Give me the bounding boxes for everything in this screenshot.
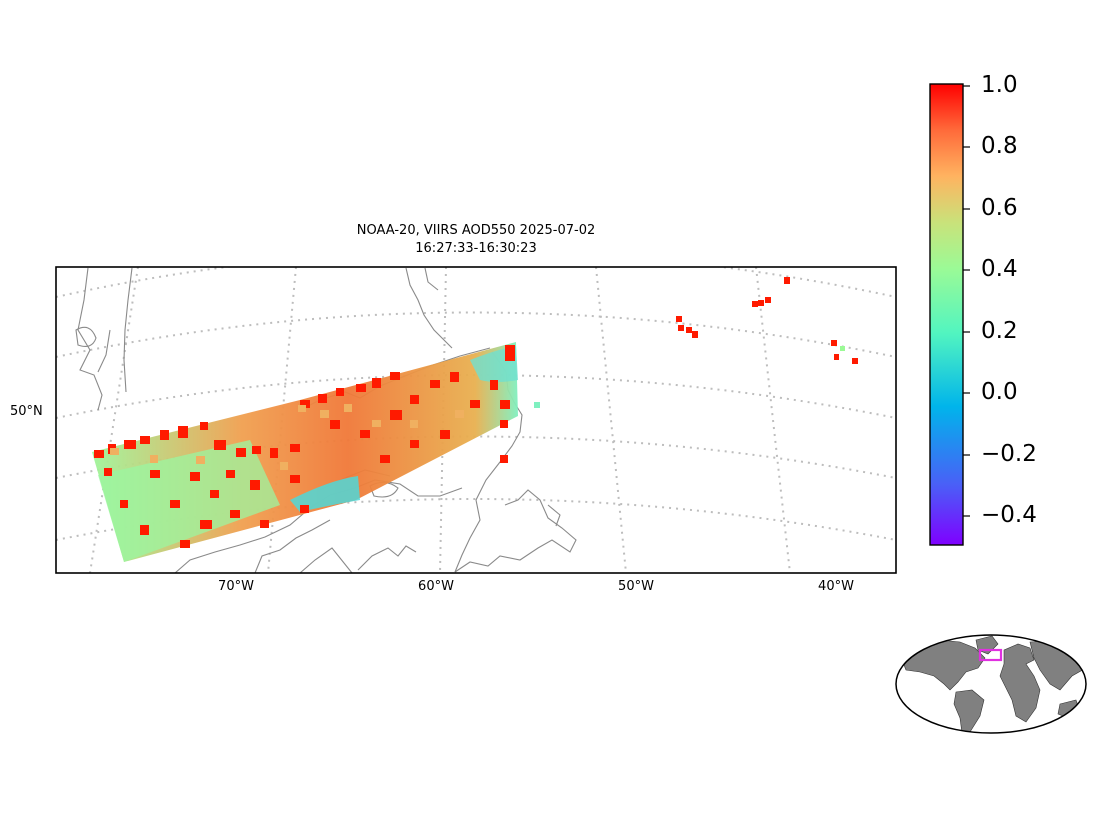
inset-locator-map [895,634,1087,734]
aod-speckles-mid [110,404,464,470]
inset-region-box [978,648,1003,662]
lon-label-50w: 50°W [618,579,654,594]
colorbar-gradient [929,83,964,546]
aod-swath-main [92,342,518,562]
lon-label-60w: 60°W [418,579,454,594]
aod-speckles [94,345,515,548]
map-panel [56,267,896,573]
colorbar-tick-label: 0.6 [981,195,1018,221]
map-frame [55,266,897,574]
map-title: NOAA-20, VIIRS AOD550 2025-07-02 [356,223,596,238]
colorbar-tick-label: 0.2 [981,318,1018,344]
colorbar-tick-label: 0.0 [981,379,1018,405]
colorbar-tick-label: 0.4 [981,256,1018,282]
lon-label-70w: 70°W [218,579,254,594]
colorbar-tick-label: −0.4 [981,502,1037,528]
map-subtitle: 16:27:33-16:30:23 [415,241,537,256]
graticule-meridians [89,267,791,573]
colorbar [929,83,970,546]
lat-label-50n: 50°N [10,404,43,419]
inset-europe-africa [999,643,1041,723]
graticule-parallels [56,267,896,541]
colorbar-tick-label: 1.0 [981,72,1018,98]
colorbar-tick-label: −0.2 [981,441,1037,467]
colorbar-tick-label: 0.8 [981,133,1018,159]
aod-ocean-points [534,277,858,408]
lon-label-40w: 40°W [818,579,854,594]
